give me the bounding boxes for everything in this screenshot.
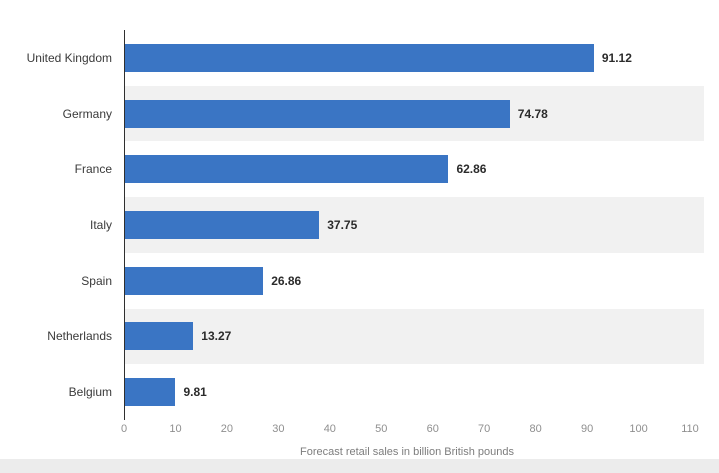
category-label: Netherlands xyxy=(47,329,112,344)
x-tick-label: 110 xyxy=(681,423,699,435)
value-label: 37.75 xyxy=(327,218,358,232)
category-label: Germany xyxy=(62,106,112,121)
value-label: 62.86 xyxy=(456,162,487,177)
bar-united-kingdom xyxy=(125,43,594,72)
x-tick-label: 90 xyxy=(580,423,594,435)
value-label: 13.27 xyxy=(201,329,232,344)
category-label: Spain xyxy=(81,273,112,288)
x-tick-label: 60 xyxy=(426,423,439,435)
value-label: 74.78 xyxy=(517,106,548,121)
x-axis-ticks: 0 10 20 30 40 50 60 70 80 90 100 110 xyxy=(120,423,699,440)
x-tick-label: 20 xyxy=(220,423,234,435)
x-tick-label: 70 xyxy=(478,423,491,435)
x-tick-label: 80 xyxy=(529,423,542,435)
category-label: United Kingdom xyxy=(26,50,112,65)
category-label: Italy xyxy=(89,218,112,232)
bar-germany xyxy=(125,99,510,128)
x-tick-label: 10 xyxy=(169,423,182,435)
category-label: Belgium xyxy=(68,385,112,400)
bar-france xyxy=(125,155,449,184)
x-tick-label: 40 xyxy=(323,423,336,435)
value-label: 9.81 xyxy=(183,385,207,400)
category-axis: United Kingdom Germany France Italy Spain Net… xyxy=(0,30,112,420)
row-stripe xyxy=(124,308,704,365)
bar-netherlands xyxy=(125,322,194,351)
value-label: 26.86 xyxy=(271,273,302,288)
x-axis-title: Forecast retail sales in billion British… xyxy=(300,446,514,458)
x-tick-label: 30 xyxy=(272,423,285,435)
plot-area: 91.12 74.78 62.86 37.75 26.86 13.27 9.81 xyxy=(124,30,704,420)
page-bottom-strip xyxy=(0,459,719,473)
bar-spain xyxy=(125,266,264,295)
y-axis-line xyxy=(124,30,125,420)
bar-belgium xyxy=(125,378,176,407)
value-label: 91.12 xyxy=(601,50,632,65)
x-tick-label: 0 xyxy=(120,423,128,435)
x-tick-label: 100 xyxy=(629,423,648,435)
category-label: France xyxy=(74,162,112,177)
bar-italy xyxy=(125,211,320,239)
x-tick-label: 50 xyxy=(375,423,388,435)
